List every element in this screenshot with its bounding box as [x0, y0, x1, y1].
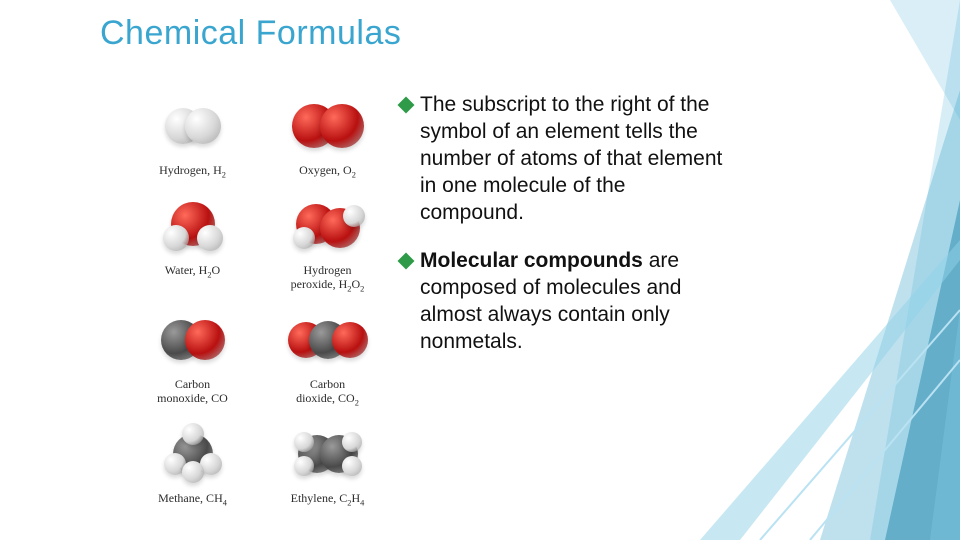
molecule-hydrogen-peroxide: Hydrogenperoxide, H2O2	[265, 190, 390, 294]
bullet-list: The subscript to the right of the symbol…	[400, 92, 725, 378]
slide-title: Chemical Formulas	[100, 14, 401, 53]
bullet-icon	[398, 253, 415, 270]
white-atom	[294, 456, 314, 476]
molecule-label: Oxygen, O2	[265, 164, 390, 180]
white-atom	[343, 205, 365, 227]
white-atom	[182, 423, 204, 445]
molecule-model	[265, 304, 390, 376]
molecule-label: Carbondioxide, CO2	[265, 378, 390, 408]
bullet-text: The subscript to the right of the symbol…	[420, 92, 725, 226]
red-atom	[185, 320, 225, 360]
white-atom	[182, 461, 204, 483]
white-atom	[163, 225, 189, 251]
white-atom	[342, 432, 362, 452]
molecule-model	[130, 304, 255, 376]
molecule-carbon-dioxide: Carbondioxide, CO2	[265, 304, 390, 408]
white-atom	[293, 227, 315, 249]
molecule-methane: Methane, CH4	[130, 418, 255, 508]
red-atom	[332, 322, 368, 358]
slide: Chemical Formulas Hydrogen, H2 Oxygen, O2…	[0, 0, 960, 540]
molecule-label: Water, H2O	[130, 264, 255, 280]
molecule-carbon-monoxide: Carbonmonoxide, CO	[130, 304, 255, 408]
molecule-model	[130, 190, 255, 262]
bullet-item: The subscript to the right of the symbol…	[400, 92, 725, 226]
bullet-icon	[398, 97, 415, 114]
molecule-ethylene: Ethylene, C2H4	[265, 418, 390, 508]
molecule-model	[265, 90, 390, 162]
molecule-model	[265, 418, 390, 490]
molecule-grid: Hydrogen, H2 Oxygen, O2 Water, H2O Hydrogen…	[130, 90, 390, 508]
molecule-label: Ethylene, C2H4	[265, 492, 390, 508]
red-atom	[320, 104, 364, 148]
white-atom	[185, 108, 221, 144]
molecule-label: Methane, CH4	[130, 492, 255, 508]
molecule-label: Hydrogen, H2	[130, 164, 255, 180]
white-atom	[294, 432, 314, 452]
white-atom	[342, 456, 362, 476]
molecule-model	[130, 90, 255, 162]
bullet-item: Molecular compounds are composed of mole…	[400, 248, 725, 356]
molecule-hydrogen: Hydrogen, H2	[130, 90, 255, 180]
molecule-oxygen: Oxygen, O2	[265, 90, 390, 180]
molecule-water: Water, H2O	[130, 190, 255, 294]
molecule-model	[130, 418, 255, 490]
bullet-text: Molecular compounds are composed of mole…	[420, 248, 725, 356]
molecule-label: Carbonmonoxide, CO	[130, 378, 255, 406]
molecule-model	[265, 190, 390, 262]
molecule-label: Hydrogenperoxide, H2O2	[265, 264, 390, 294]
white-atom	[197, 225, 223, 251]
